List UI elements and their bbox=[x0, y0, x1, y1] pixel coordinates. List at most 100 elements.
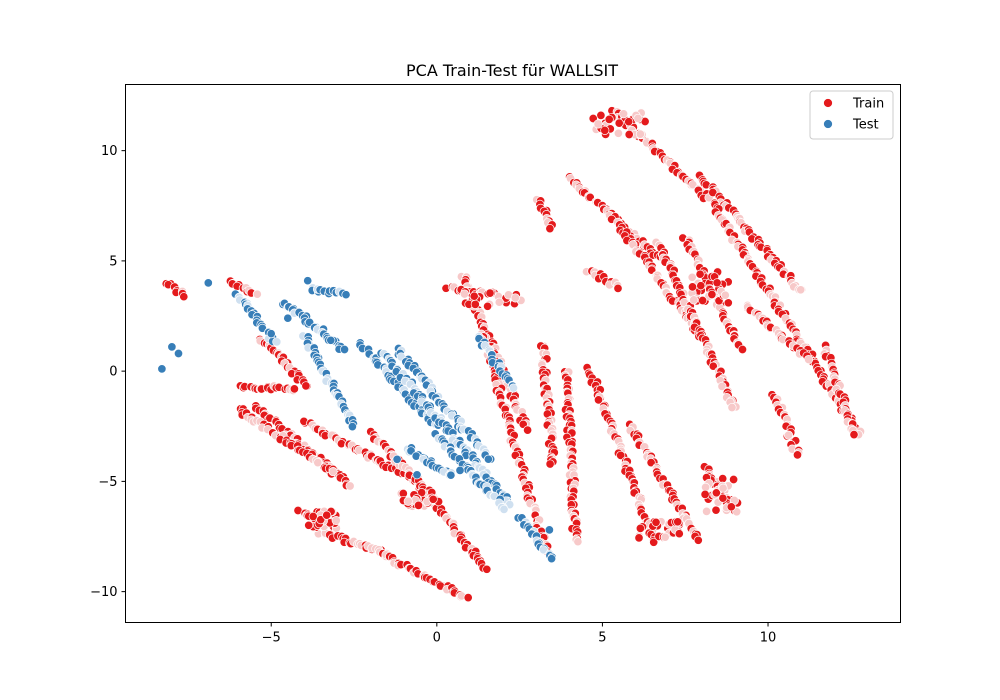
point-train bbox=[634, 533, 644, 543]
point-test bbox=[508, 383, 519, 393]
point-test bbox=[303, 276, 313, 286]
point-train bbox=[674, 529, 684, 539]
point-train bbox=[510, 293, 520, 303]
point-train bbox=[600, 125, 610, 135]
point-train bbox=[717, 381, 727, 391]
point-train bbox=[470, 299, 480, 309]
point-test bbox=[272, 337, 282, 347]
legend-label-train: Train bbox=[852, 97, 884, 112]
point-train bbox=[428, 494, 438, 504]
point-train bbox=[649, 537, 659, 547]
point-train bbox=[727, 402, 737, 413]
point-train bbox=[700, 489, 710, 499]
point-test bbox=[203, 278, 213, 288]
point-test bbox=[446, 470, 456, 480]
x-tick-label: 10 bbox=[760, 631, 777, 646]
point-train bbox=[707, 289, 717, 300]
point-test bbox=[499, 504, 509, 514]
point-test bbox=[455, 465, 465, 475]
point-test bbox=[341, 290, 351, 300]
point-train bbox=[545, 459, 555, 469]
point-train bbox=[804, 354, 814, 365]
point-train bbox=[693, 535, 703, 545]
point-train bbox=[796, 285, 806, 295]
point-train bbox=[483, 301, 493, 311]
point-train bbox=[711, 488, 721, 498]
point-train bbox=[689, 295, 699, 305]
point-test bbox=[339, 344, 350, 355]
point-train bbox=[413, 500, 424, 510]
point-train bbox=[702, 506, 712, 516]
point-train bbox=[718, 493, 728, 503]
point-test bbox=[283, 313, 293, 323]
point-train bbox=[783, 430, 794, 440]
point-train bbox=[308, 511, 318, 522]
point-train bbox=[573, 537, 583, 547]
point-train bbox=[712, 278, 722, 288]
point-test bbox=[326, 335, 336, 345]
y-tick-label: 5 bbox=[109, 254, 117, 269]
point-train bbox=[316, 515, 326, 525]
point-train bbox=[726, 502, 736, 512]
point-train bbox=[545, 224, 555, 234]
point-train bbox=[737, 344, 748, 355]
point-train bbox=[593, 395, 604, 405]
point-train bbox=[301, 381, 311, 391]
point-train bbox=[624, 117, 634, 127]
point-train bbox=[614, 118, 624, 128]
point-train bbox=[485, 288, 495, 298]
point-train bbox=[494, 297, 504, 307]
point-train bbox=[469, 291, 479, 301]
point-train bbox=[673, 517, 683, 527]
point-train bbox=[723, 298, 733, 308]
point-train bbox=[696, 281, 706, 291]
plot-frame bbox=[125, 84, 901, 623]
point-test bbox=[173, 348, 184, 359]
point-test bbox=[392, 454, 402, 464]
y-tick-label: −5 bbox=[98, 475, 117, 490]
point-train bbox=[613, 283, 623, 293]
point-train bbox=[403, 496, 413, 506]
point-test bbox=[347, 422, 357, 432]
point-train bbox=[695, 269, 705, 279]
point-train bbox=[328, 467, 338, 477]
legend-label-test: Test bbox=[852, 118, 879, 133]
point-train bbox=[322, 510, 332, 520]
point-train bbox=[459, 289, 470, 299]
point-train bbox=[596, 110, 606, 120]
point-test bbox=[266, 329, 276, 339]
point-train bbox=[633, 113, 643, 123]
point-train bbox=[688, 180, 698, 190]
point-train bbox=[289, 384, 299, 394]
y-tick-label: 0 bbox=[109, 365, 117, 380]
point-test bbox=[538, 545, 549, 555]
point-train bbox=[463, 593, 473, 603]
legend-marker-test bbox=[823, 119, 833, 129]
y-tick-label: 10 bbox=[101, 144, 118, 159]
x-tick-label: 0 bbox=[433, 631, 441, 646]
point-train bbox=[646, 458, 656, 468]
x-axis: −5 0 5 10 bbox=[262, 622, 777, 646]
x-tick-label: −5 bbox=[262, 631, 281, 646]
point-test bbox=[412, 470, 422, 480]
points-layer bbox=[157, 106, 866, 603]
point-train bbox=[698, 295, 708, 306]
legend-marker-train bbox=[823, 98, 833, 108]
point-test bbox=[483, 454, 493, 464]
point-train bbox=[523, 425, 533, 435]
point-train bbox=[593, 119, 603, 129]
point-train bbox=[482, 564, 492, 574]
x-tick-label: 5 bbox=[598, 631, 606, 646]
point-test bbox=[547, 554, 557, 564]
point-train bbox=[179, 292, 189, 302]
point-train bbox=[635, 129, 645, 139]
point-train bbox=[616, 450, 626, 460]
point-train bbox=[252, 289, 262, 299]
point-train bbox=[720, 290, 730, 300]
point-train bbox=[304, 520, 314, 530]
point-train bbox=[708, 187, 718, 198]
y-tick-label: −10 bbox=[90, 585, 117, 600]
point-train bbox=[651, 517, 661, 527]
point-train bbox=[604, 114, 614, 124]
